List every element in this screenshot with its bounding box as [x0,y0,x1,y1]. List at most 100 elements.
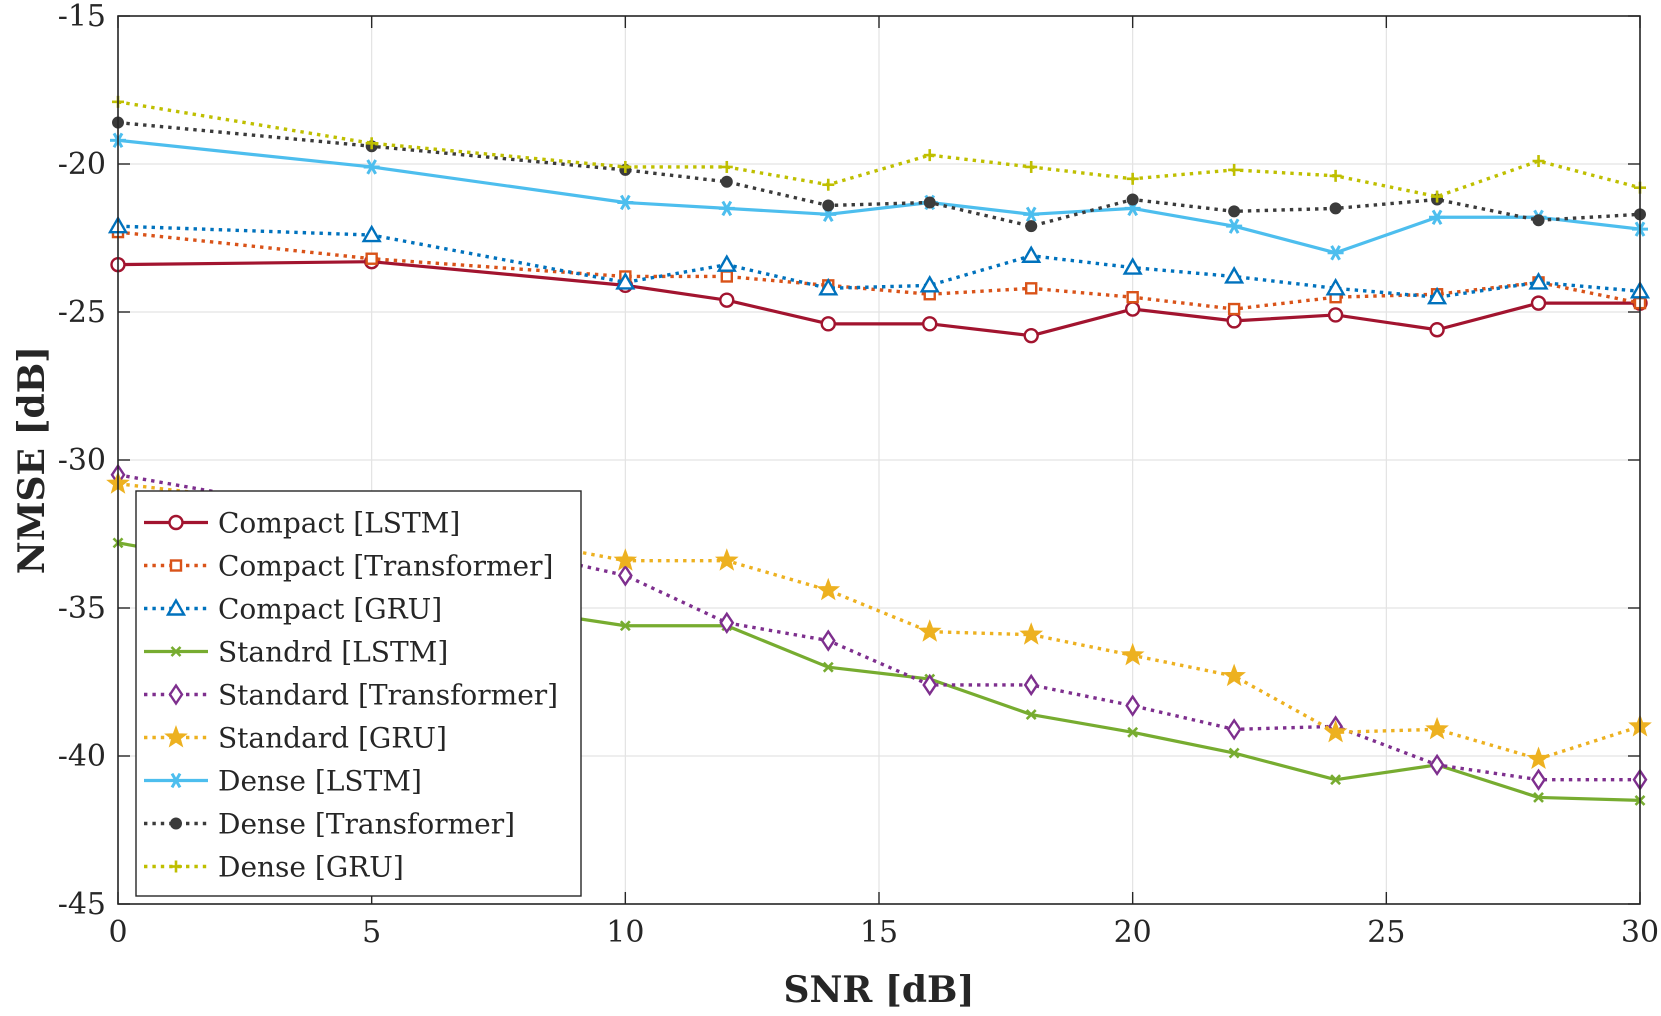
data-point [1228,747,1240,759]
data-point [1329,169,1342,182]
data-point [720,270,733,283]
data-point [168,772,184,789]
data-point [164,725,188,748]
data-point [1429,753,1445,777]
legend-entry: Dense [GRU] [144,851,404,884]
data-point [718,200,735,217]
data-point [1224,266,1245,284]
data-point [365,252,378,265]
y-tick-label: -25 [58,295,106,330]
data-point [1228,205,1241,218]
data-point [1126,193,1139,206]
x-tick-label: 15 [860,915,898,950]
data-point [818,277,839,296]
data-point [1533,792,1544,803]
axis-ticks: 0 5 10 15 20 25 30 -15 -20 -25 -30 -35 -40 -45 [58,0,1659,950]
data-point [716,254,737,272]
legend-label: Compact [Transformer] [218,550,553,583]
data-point [822,661,834,673]
data-point [1228,163,1241,176]
data-point [720,160,733,173]
legend-label: Standard [Transformer] [218,679,558,712]
data-point [1528,271,1549,290]
data-point [1531,768,1546,791]
data-point [165,598,187,616]
legend-label: Standard [GRU] [218,722,447,755]
data-point [1532,214,1545,227]
y-tick-label: -40 [58,739,106,774]
data-point [168,683,184,706]
y-tick-label: -45 [58,887,106,922]
data-point [922,316,938,332]
data-point [1526,746,1551,770]
x-tick-label: 30 [1621,915,1659,950]
data-point [1222,663,1246,687]
data-point [1431,190,1444,203]
data-point [170,817,182,830]
data-point [1023,673,1039,697]
data-point [169,559,183,572]
data-point [619,160,632,173]
data-point [1122,257,1143,275]
data-point [820,316,836,332]
data-point [613,548,638,571]
x-tick-label: 5 [362,915,381,950]
data-point [719,611,735,634]
legend-label: Standrd [LSTM] [218,636,448,669]
data-point [1023,327,1039,344]
data-point [615,271,636,290]
data-point [1226,313,1242,329]
data-point [820,629,836,652]
data-point [919,274,940,293]
data-point [170,860,182,873]
data-point [720,175,733,188]
legend-entry: Standard [Transformer] [144,679,558,712]
legend-entry: Dense [LSTM] [144,765,422,798]
data-point [1024,282,1038,295]
data-point [361,224,382,243]
legend-label: Dense [Transformer] [218,808,515,841]
series-9 [112,95,1646,203]
data-point [922,673,938,697]
data-point [822,199,835,212]
x-tick-label: 25 [1367,915,1405,950]
data-point [917,619,942,642]
data-point [1126,172,1139,185]
data-point [1429,322,1445,338]
y-tick-label: -30 [58,443,106,478]
data-point [1025,220,1038,233]
data-point [1023,206,1040,222]
x-tick-label: 10 [606,915,644,950]
data-point [363,159,380,175]
data-point [1227,302,1241,316]
data-point [1019,622,1044,645]
legend-box [135,490,582,897]
data-point [1124,301,1141,317]
y-tick-label: -20 [58,147,106,182]
legend-entry: Dense [Transformer] [144,808,515,841]
x-tick-label: 20 [1114,915,1152,950]
y-tick-label: -35 [58,591,106,626]
y-axis-label: NMSE [dB] [11,346,53,574]
data-point [923,149,936,162]
y-tick-label: -15 [58,0,106,34]
data-point [1532,155,1545,168]
data-point [1330,774,1342,786]
legend-entry: Compact [LSTM] [144,507,460,540]
data-point [365,137,378,150]
legend-label: Compact [LSTM] [218,507,460,540]
data-point [1329,202,1342,215]
legend-label: Dense [GRU] [218,851,404,884]
data-point [1426,286,1448,305]
legend-entry: Compact [Transformer] [144,550,553,583]
x-axis-label: SNR [dB] [783,969,974,1011]
series-6 [106,471,1652,770]
data-point [1126,291,1139,304]
data-point [816,577,841,601]
data-point [619,620,631,632]
data-point [168,514,184,531]
data-point [1429,209,1446,225]
data-point [1125,694,1141,717]
data-point [923,196,936,209]
legend-entry: Standrd [LSTM] [144,636,448,669]
